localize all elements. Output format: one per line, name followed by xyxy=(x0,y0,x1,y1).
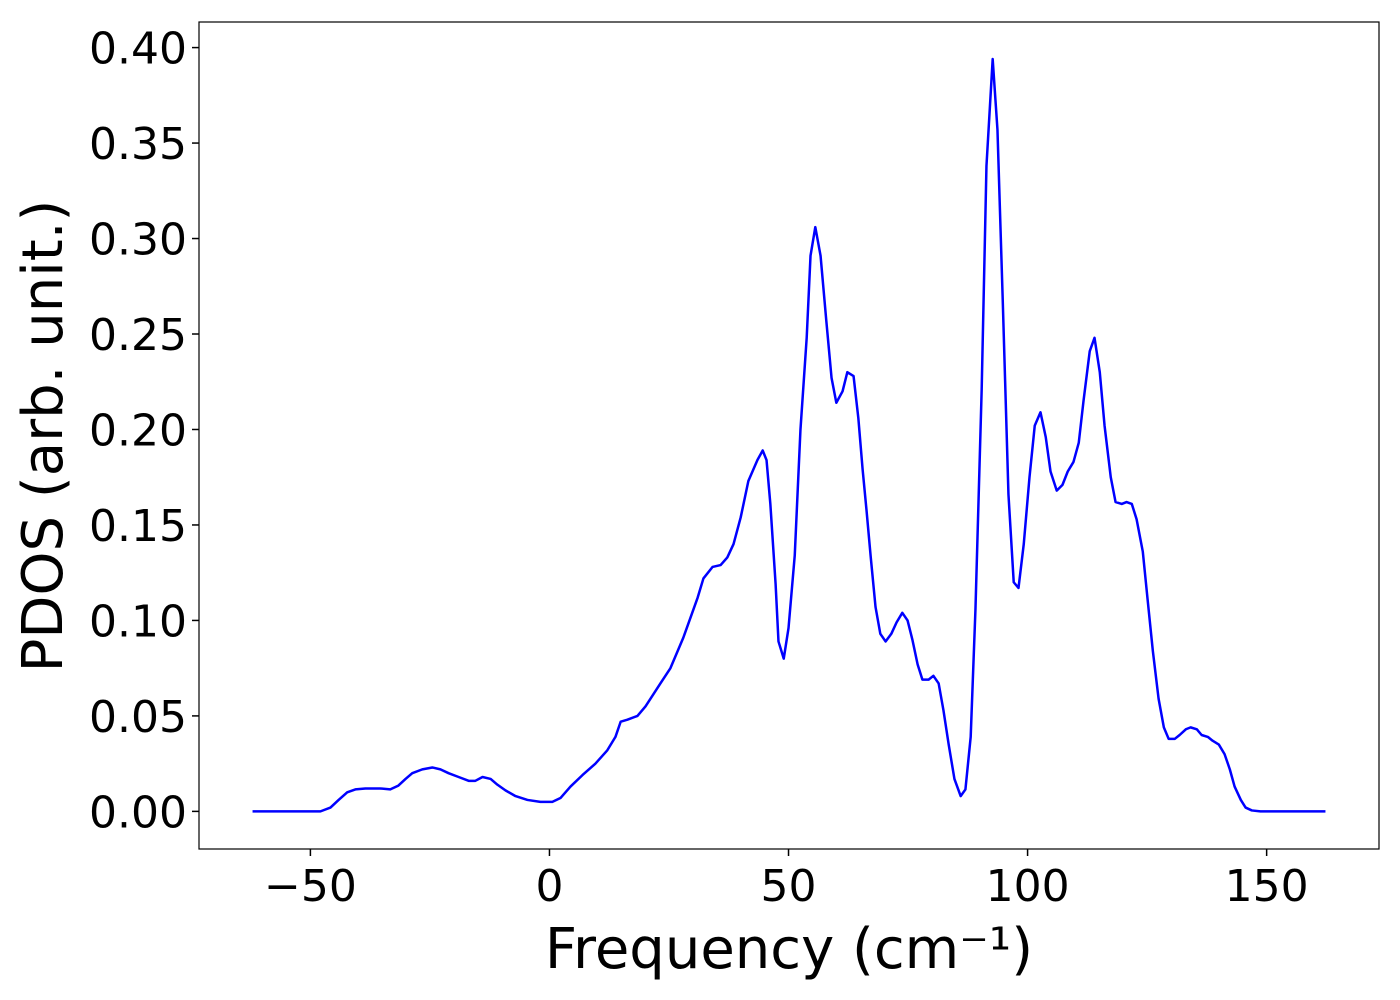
y-tick-label: 0.40 xyxy=(89,24,187,75)
y-tick-label: 0.35 xyxy=(89,119,187,170)
y-tick-label: 0.05 xyxy=(89,692,187,743)
y-tick-label: 0.25 xyxy=(89,310,187,361)
y-tick-label: 0.20 xyxy=(89,405,187,456)
x-tick-label: −50 xyxy=(264,861,357,912)
plot-frame xyxy=(198,21,1380,850)
x-tick-label: 0 xyxy=(535,861,563,912)
x-tick-label: 100 xyxy=(986,861,1070,912)
data-line xyxy=(252,57,1326,813)
y-tick-label: 0.15 xyxy=(89,501,187,552)
y-tick-label: 0.30 xyxy=(89,215,187,266)
x-tick-label: 50 xyxy=(761,861,817,912)
x-axis-label: Frequency (cm⁻¹) xyxy=(545,917,1033,982)
y-tick-label: 0.10 xyxy=(89,596,187,647)
y-tick-label: 0.00 xyxy=(89,787,187,838)
y-axis-label: PDOS (arb. unit.) xyxy=(11,200,76,673)
x-tick-label: 150 xyxy=(1225,861,1309,912)
